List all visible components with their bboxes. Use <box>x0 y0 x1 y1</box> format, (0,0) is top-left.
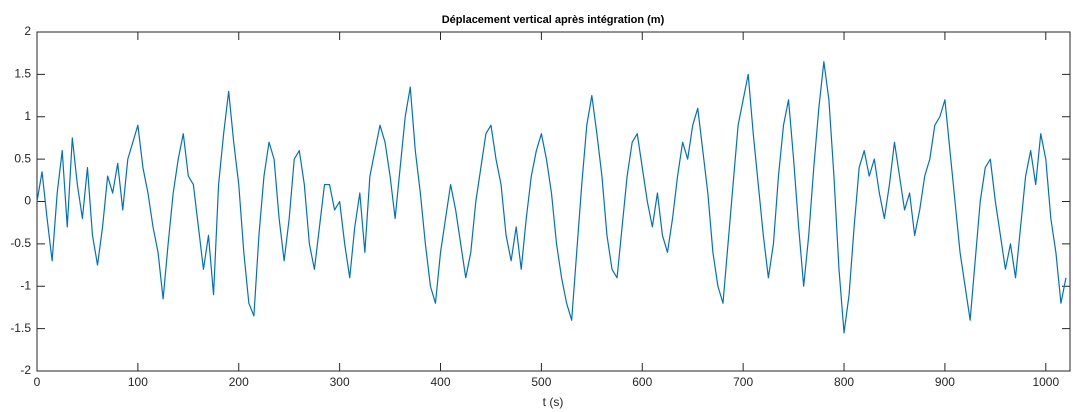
x-tick-label: 500 <box>531 375 551 389</box>
x-tick-label: 0 <box>34 375 41 389</box>
chart-title: Déplacement vertical après intégration (… <box>442 14 665 26</box>
x-tick-label: 700 <box>733 375 753 389</box>
y-tick-label: 1 <box>24 109 31 123</box>
y-tick-label: -2 <box>20 363 31 377</box>
x-tick-label: 300 <box>330 375 350 389</box>
data-line <box>36 61 1067 334</box>
x-tick-label: 600 <box>632 375 652 389</box>
x-tick-label: 900 <box>935 375 955 389</box>
x-tick-label: 100 <box>128 375 148 389</box>
x-tick-label: 200 <box>229 375 249 389</box>
y-tick-label: -0.5 <box>10 236 31 250</box>
x-tick-label: 800 <box>834 375 854 389</box>
x-tick-label: 400 <box>431 375 451 389</box>
y-tick-label: 2 <box>24 24 31 38</box>
x-axis-label: t (s) <box>543 395 564 409</box>
y-tick-label: -1 <box>20 278 31 292</box>
y-tick-label: 0 <box>24 194 31 208</box>
y-tick-label: 0.5 <box>14 151 31 165</box>
y-tick-label: 1.5 <box>14 67 31 81</box>
y-tick-label: -1.5 <box>10 321 31 335</box>
x-tick-label: 1000 <box>1032 375 1059 389</box>
